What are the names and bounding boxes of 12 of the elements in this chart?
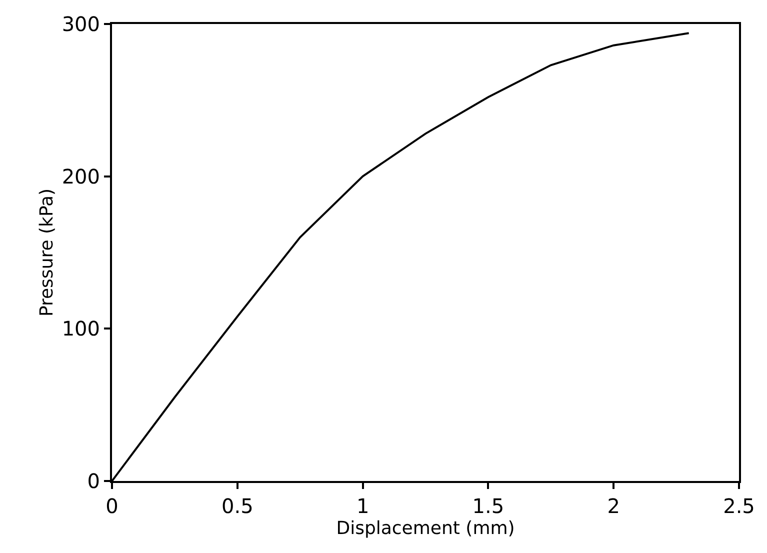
x-tick-label: 1.5 — [472, 494, 504, 518]
y-tick-label: 100 — [62, 316, 100, 341]
y-tick-label: 300 — [62, 12, 100, 36]
x-tick-label: 0 — [106, 494, 118, 518]
x-tick-label: 0.5 — [221, 494, 254, 518]
x-tick-label: 2.5 — [723, 494, 755, 518]
x-tick-label: 2 — [607, 494, 620, 518]
y-tick-label: 0 — [87, 469, 100, 493]
y-tick-label: 200 — [62, 164, 100, 188]
x-tick-label: 1 — [356, 494, 370, 518]
x-axis-title: Displacement (mm) — [336, 518, 515, 539]
y-axis-title: Pressure (kPa) — [36, 188, 58, 317]
